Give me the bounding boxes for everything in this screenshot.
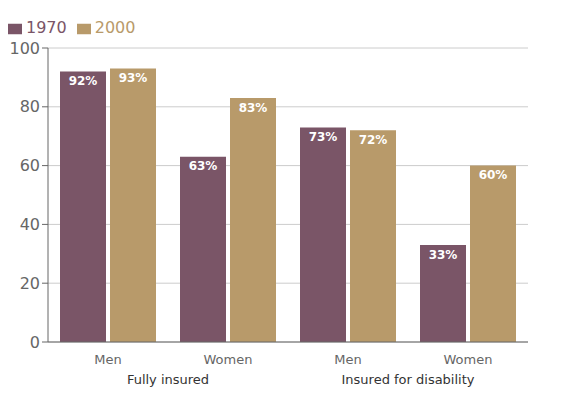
svg-text:Men: Men (334, 352, 361, 367)
svg-text:0: 0 (30, 333, 40, 352)
html-text:1970: 1970 (26, 18, 67, 37)
svg-text:33%: 33% (429, 248, 458, 262)
svg-text:80: 80 (20, 97, 40, 116)
svg-text:40: 40 (20, 215, 40, 234)
svg-text:100: 100 (9, 39, 40, 58)
svg-text:83%: 83% (239, 101, 268, 115)
svg-text:Insured for disability: Insured for disability (341, 372, 474, 387)
svg-text:Women: Women (204, 352, 253, 367)
svg-text:Men: Men (94, 352, 121, 367)
svg-text:63%: 63% (189, 159, 218, 173)
html-text:2000: 2000 (94, 18, 136, 37)
svg-text:60%: 60% (479, 168, 508, 182)
svg-text:93%: 93% (119, 71, 148, 85)
svg-text:60: 60 (20, 156, 40, 175)
svg-text:Women: Women (444, 352, 493, 367)
svg-text:92%: 92% (69, 74, 98, 88)
svg-text:20: 20 (20, 274, 40, 293)
svg-text:Fully insured: Fully insured (127, 372, 209, 387)
svg-text:72%: 72% (359, 133, 388, 147)
svg-text:73%: 73% (309, 130, 338, 144)
